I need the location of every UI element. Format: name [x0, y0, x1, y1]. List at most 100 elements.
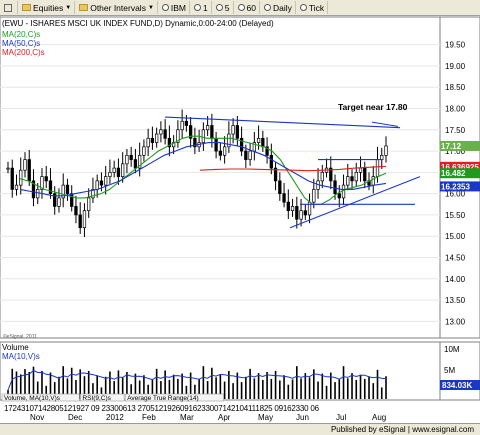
- toolbar-item-1[interactable]: Equities ▼: [19, 1, 76, 14]
- candle-body: [273, 167, 278, 182]
- candle-body: [6, 167, 10, 170]
- indicator-tab[interactable]: [80, 393, 125, 402]
- x-month-label: May: [258, 413, 273, 422]
- annotation-target: Target near 17.80: [338, 102, 408, 112]
- candle-body: [286, 201, 290, 212]
- indicator-tab-label: RSI(9,C)s: [82, 395, 111, 402]
- candle-body: [350, 176, 354, 182]
- candle-body: [23, 159, 27, 171]
- candle-body: [346, 176, 350, 186]
- indicator-tab-label: Average True Range(14): [127, 395, 198, 402]
- radio-icon: [263, 4, 271, 11]
- candle-body: [363, 167, 367, 182]
- candle-body: [108, 172, 112, 177]
- x-day-labels: 17243107142805121927 09 23300613 2705121…: [4, 404, 320, 413]
- y-tick-label: 14.50: [445, 254, 466, 263]
- candle-body: [210, 125, 214, 139]
- ma-line-1: [19, 142, 387, 197]
- x-month-label: Mar: [180, 413, 194, 422]
- candle-body: [48, 180, 53, 194]
- y-tick-label: 18.00: [445, 105, 466, 114]
- candle-body: [142, 146, 146, 156]
- price-badge: [440, 181, 480, 192]
- volume-axis-10m: 10M: [444, 345, 460, 354]
- price-badge: [440, 161, 480, 172]
- candle-body: [278, 180, 282, 194]
- candle-body: [184, 120, 189, 126]
- candle-body: [138, 154, 142, 169]
- folder-icon: [79, 4, 89, 11]
- candle-body: [104, 176, 108, 186]
- candle-body: [244, 150, 248, 160]
- candle-body: [125, 154, 129, 165]
- candle-body: [74, 206, 78, 216]
- toolbar-item-0[interactable]: [1, 1, 18, 14]
- candle-body: [295, 206, 299, 220]
- candle-body: [320, 172, 324, 182]
- target-arrow: [371, 121, 399, 127]
- x-month-label: Jun: [296, 413, 309, 422]
- candle-body: [14, 184, 19, 190]
- candle-body: [282, 193, 286, 203]
- indicator-tab[interactable]: [124, 393, 224, 402]
- candle-body: [227, 133, 231, 148]
- x-month-label: Dec: [68, 413, 82, 422]
- toolbar-item-label: Other Intervals: [90, 2, 146, 13]
- indicator-tab[interactable]: [1, 393, 80, 402]
- y-tick-label: 19.50: [445, 41, 466, 50]
- price-badge-label: 16.482: [441, 169, 466, 178]
- candle-body: [129, 154, 133, 160]
- y-tick-label: 16.00: [445, 190, 466, 199]
- candle-body: [269, 154, 273, 169]
- candle-body: [36, 189, 40, 199]
- y-tick-label: 17.50: [445, 126, 466, 135]
- candle-body: [87, 197, 91, 212]
- candle-body: [341, 184, 346, 199]
- ma-line-2: [199, 165, 387, 172]
- candle-body: [91, 189, 95, 199]
- candle-body: [121, 163, 125, 177]
- candle-body: [303, 210, 307, 216]
- y-tick-label: 14.00: [445, 275, 466, 284]
- indicator-tabs: Volume, MA(10,V)s RSI(9,C)s Average True R…: [1, 393, 224, 402]
- candle-body: [95, 180, 99, 190]
- toolbar-item-label: IBM: [170, 2, 187, 13]
- toolbar-item-8[interactable]: Tick: [297, 1, 329, 14]
- candle-body: [31, 180, 36, 199]
- candle-body: [176, 129, 180, 143]
- candle-body: [248, 150, 252, 160]
- candle-body: [44, 176, 48, 182]
- toolbar-item-7[interactable]: Daily: [261, 1, 296, 14]
- candle-body: [180, 120, 184, 131]
- radio-icon: [215, 4, 223, 11]
- toolbar-item-label: Daily: [272, 2, 292, 13]
- chart-title: (EWU - ISHARES MSCI UK INDEX FUND,D) Dyn…: [2, 19, 274, 28]
- toolbar-item-5[interactable]: 5: [213, 1, 234, 14]
- legend-item: MA(20,C)s: [2, 30, 40, 39]
- x-month-label: Feb: [142, 413, 156, 422]
- candle-body: [150, 137, 155, 143]
- candle-body: [99, 180, 104, 186]
- toolbar-item-label: Equities: [33, 2, 64, 13]
- toolbar-item-6[interactable]: 60: [235, 1, 260, 14]
- x-month-label: Jul: [336, 413, 346, 422]
- toolbar-item-4[interactable]: 1: [191, 1, 212, 14]
- toolbar-item-label: Tick: [308, 2, 325, 13]
- toolbar-item-2[interactable]: Other Intervals ▼: [76, 1, 158, 14]
- candle-body: [290, 206, 295, 212]
- candle-body: [358, 167, 363, 173]
- candle-body: [312, 189, 316, 203]
- candle-body: [218, 150, 223, 156]
- candle-body: [70, 193, 74, 207]
- toolbar-item-label: 1: [203, 2, 208, 13]
- indicator-tab-label: Volume, MA(10,V)s: [4, 395, 61, 402]
- volume-badge-bg: [440, 380, 480, 390]
- price-chart: 13.0013.5014.0014.5015.0015.5016.0016.50…: [0, 16, 480, 422]
- price-badge-label: 16.636925: [441, 163, 479, 172]
- footer: Published by eSignal | www.esignal.com: [0, 423, 480, 435]
- y-tick-label: 19.00: [445, 62, 466, 71]
- toolbar-item-3[interactable]: IBM: [159, 1, 191, 14]
- x-month-labels: Nov Dec 2012 Feb Mar Apr May Jun Jul Aug: [30, 413, 386, 422]
- candle-body: [112, 167, 116, 173]
